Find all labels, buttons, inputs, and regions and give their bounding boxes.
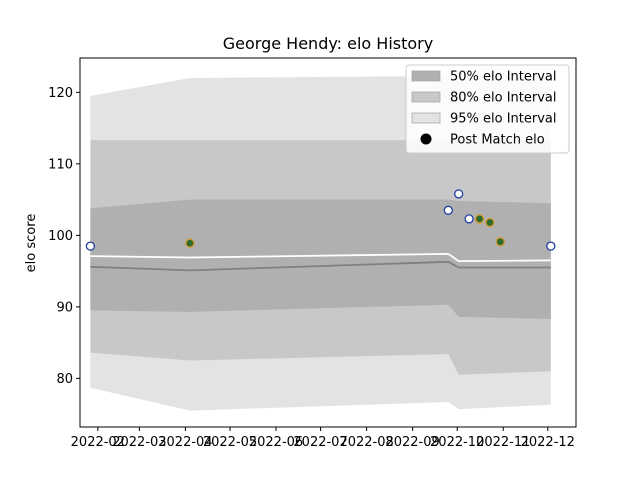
y-axis: 80 90 100 110 120	[48, 86, 80, 387]
upper-estimate-line	[90, 252, 551, 263]
y-tick-label: 100	[48, 229, 73, 244]
interval-bands	[90, 75, 551, 411]
elo-lines	[90, 252, 551, 272]
x-tick-label: 2022-09	[385, 435, 439, 450]
post-match-elo-point	[485, 217, 495, 228]
post-match-elo-point	[185, 238, 195, 248]
x-tick-label: 2022-12	[521, 435, 575, 450]
mean-elo-line	[90, 260, 551, 272]
plot-area	[79, 57, 577, 428]
legend-swatch-50-elo-interval	[411, 70, 441, 82]
legend-label-80-elo-interval: 80% elo Interval	[450, 91, 557, 106]
y-tick-label: 110	[48, 157, 73, 172]
x-tick-label: 2022-06	[249, 435, 303, 450]
post-match-elo-point	[546, 241, 556, 251]
legend-swatch-95-elo-interval	[411, 112, 441, 124]
x-tick-label: 2022-04	[158, 435, 212, 450]
post-match-elo-point	[454, 189, 464, 199]
legend-label-post-match-elo: Post Match elo	[450, 133, 545, 148]
y-tick-label: 90	[56, 300, 73, 315]
post-match-elo-point	[495, 237, 505, 247]
y-axis-label: elo score	[24, 214, 39, 273]
legend-box	[405, 64, 570, 154]
legend-marker-post-match-elo	[420, 133, 432, 145]
post-match-elo-point	[474, 214, 485, 224]
legend: 50% elo Interval 80% elo Interval 95% elo …	[405, 64, 570, 154]
x-tick-label: 2022-02	[71, 435, 125, 450]
y-tick-label: 120	[48, 86, 73, 101]
50-elo-interval-band	[90, 199, 551, 319]
y-tick-label: 80	[56, 372, 73, 387]
post-match-elo-point	[464, 214, 474, 224]
legend-label-50-elo-interval: 50% elo Interval	[450, 70, 557, 85]
legend-swatch-80-elo-interval	[411, 91, 441, 103]
x-tick-label: 2022-07	[293, 435, 347, 450]
x-axis: 2022-022022-032022-042022-052022-062022-…	[71, 427, 575, 450]
x-tick-label: 2022-10	[430, 435, 484, 450]
post-match-elo-point	[443, 205, 453, 215]
post-match-points	[85, 189, 556, 251]
x-tick-label: 2022-03	[112, 435, 166, 450]
x-tick-label: 2022-11	[476, 435, 530, 450]
x-tick-label: 2022-08	[339, 435, 393, 450]
legend-label-95-elo-interval: 95% elo Interval	[450, 112, 557, 127]
chart-title: George Hendy: elo History	[223, 34, 433, 53]
plot-frame	[79, 57, 577, 428]
x-tick-label: 2022-05	[203, 435, 257, 450]
post-match-elo-point	[85, 241, 96, 251]
